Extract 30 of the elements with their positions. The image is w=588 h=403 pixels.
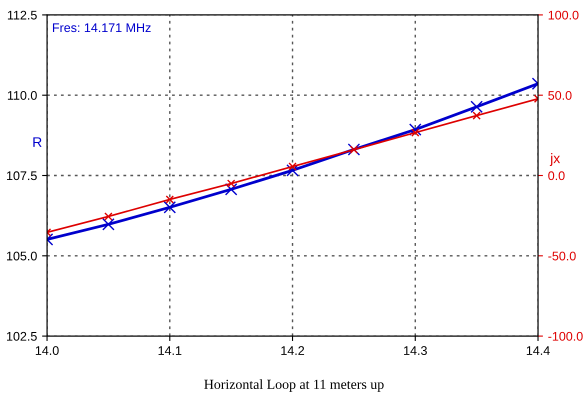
y2-tick-label: -50.0 — [548, 252, 576, 260]
y2-tick-label: 50.0 — [548, 91, 572, 100]
point — [409, 123, 422, 136]
point — [102, 218, 115, 231]
point — [226, 179, 236, 188]
point — [166, 195, 174, 204]
annotation: Fres: 14.171 MHz — [52, 23, 151, 32]
y-tick-label: 102.5 — [6, 332, 37, 341]
y2-tick-label: -100.0 — [548, 332, 583, 341]
x-tick-label: 14.2 — [281, 346, 304, 355]
point — [470, 100, 483, 114]
y2-tick-label: 0.0 — [548, 171, 565, 180]
x-tick-label: 14.1 — [158, 346, 182, 355]
x-tick-label: 14.0 — [36, 346, 59, 356]
y-tick-label: 112.5 — [8, 10, 37, 20]
y2-axis-title: jx — [550, 153, 560, 166]
y-tick-label: 110.0 — [8, 91, 37, 100]
x-tick-label: 14.3 — [404, 346, 427, 356]
point — [472, 111, 481, 120]
point — [104, 212, 113, 221]
y-tick-label: 107.5 — [6, 171, 37, 180]
point — [411, 128, 420, 137]
y-tick-label: 105.0 — [6, 252, 37, 260]
y-axis-title: R — [33, 137, 42, 147]
text: Horizontal Loop at 11 meters up — [204, 379, 384, 392]
x-tick-label: 14.4 — [526, 346, 550, 355]
y2-tick-label: 100.0 — [548, 10, 579, 20]
point — [164, 201, 176, 214]
point — [286, 164, 299, 177]
point — [288, 162, 297, 171]
